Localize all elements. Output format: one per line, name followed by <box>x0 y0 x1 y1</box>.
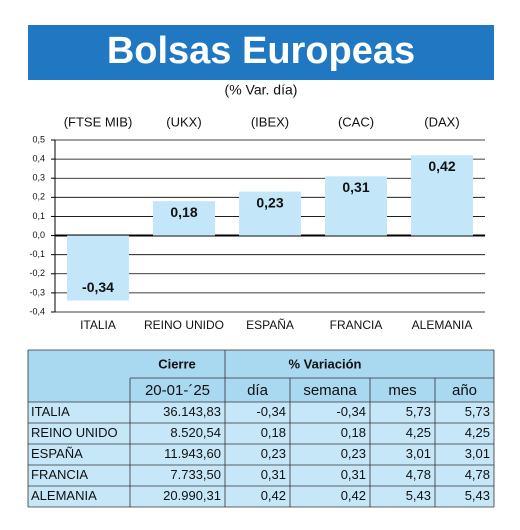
table-cell: 0,31 <box>341 467 366 482</box>
y-tick-label: 0,4 <box>32 153 45 163</box>
table-cell: 4,25 <box>465 425 490 440</box>
value-label: 0,42 <box>428 158 455 174</box>
index-label: (CAC) <box>338 114 374 129</box>
value-label: 0,31 <box>342 179 369 195</box>
table-cell: 0,42 <box>341 488 366 503</box>
y-tick-label: 0,2 <box>32 192 45 202</box>
y-tick-label: -0,3 <box>29 287 45 297</box>
x-tick-label: ESPAÑA <box>246 318 294 332</box>
title-banner <box>28 25 494 80</box>
table-header: Cierre <box>158 356 196 371</box>
table-cell: 36.143,83 <box>163 404 221 419</box>
x-tick-label: ALEMANIA <box>412 318 473 332</box>
table-cell: -0,34 <box>256 404 286 419</box>
value-label: -0,34 <box>82 279 114 295</box>
bar <box>325 176 387 236</box>
table-header-bg <box>28 350 494 402</box>
bar <box>67 235 129 301</box>
y-tick-label: 0,0 <box>32 230 45 240</box>
table-cell: 5,73 <box>465 404 490 419</box>
table-cell: 5,73 <box>406 404 431 419</box>
table-subheader: año <box>452 382 477 399</box>
table-cell: 5,43 <box>465 488 490 503</box>
table-cell: -0,34 <box>336 404 366 419</box>
table-cell: 8.520,54 <box>170 425 221 440</box>
index-label: (FTSE MIB) <box>64 114 133 129</box>
y-tick-label: -0,1 <box>29 249 45 259</box>
y-tick-label: 0,5 <box>32 134 45 144</box>
index-label: (UKX) <box>166 114 201 129</box>
y-tick-label: -0,2 <box>29 268 45 278</box>
table-cell: 3,01 <box>406 446 431 461</box>
table-row-label: FRANCIA <box>31 467 88 482</box>
table-row-label: REINO UNIDO <box>31 425 118 440</box>
table-subheader: semana <box>303 382 357 399</box>
table-cell: 0,42 <box>261 488 286 503</box>
y-tick-label: 0,3 <box>32 173 45 183</box>
table-cell: 20.990,31 <box>163 488 221 503</box>
table-subheader: 20-01-´25 <box>145 382 210 399</box>
table-row-label: ITALIA <box>31 404 70 419</box>
table-cell: 0,18 <box>261 425 286 440</box>
table-cell: 4,25 <box>406 425 431 440</box>
table-cell: 0,18 <box>341 425 366 440</box>
table-subheader: día <box>247 382 269 399</box>
x-tick-label: FRANCIA <box>330 318 383 332</box>
value-label: 0,23 <box>256 194 283 210</box>
table-cell: 11.943,60 <box>164 446 221 461</box>
y-tick-label: -0,4 <box>29 306 45 316</box>
value-label: 0,18 <box>170 204 197 220</box>
x-tick-label: REINO UNIDO <box>144 318 224 332</box>
table-cell: 0,31 <box>261 467 286 482</box>
index-label: (IBEX) <box>251 114 289 129</box>
index-label: (DAX) <box>424 114 459 129</box>
bar <box>239 191 301 236</box>
y-tick-label: 0,1 <box>32 211 45 221</box>
table-row-label: ALEMANIA <box>31 488 97 503</box>
table-cell: 4,78 <box>465 467 490 482</box>
bar <box>153 201 215 236</box>
chart-title: Bolsas Europeas <box>107 30 415 72</box>
table-cell: 4,78 <box>406 467 431 482</box>
table-subheader: mes <box>388 382 416 399</box>
bar <box>411 155 473 236</box>
x-tick-label: ITALIA <box>80 318 116 332</box>
table-cell: 5,43 <box>406 488 431 503</box>
table: Cierre % Variación 20-01-´25 día semana mes añ… <box>27 349 495 508</box>
table-cell: 0,23 <box>261 446 286 461</box>
chart-subtitle: (% Var. día) <box>225 82 298 98</box>
table-cell: 3,01 <box>465 446 490 461</box>
table-header: % Variación <box>289 356 362 371</box>
table-row-label: ESPAÑA <box>31 446 83 461</box>
table-cell: 0,23 <box>341 446 366 461</box>
table-cell: 7.733,50 <box>170 467 221 482</box>
